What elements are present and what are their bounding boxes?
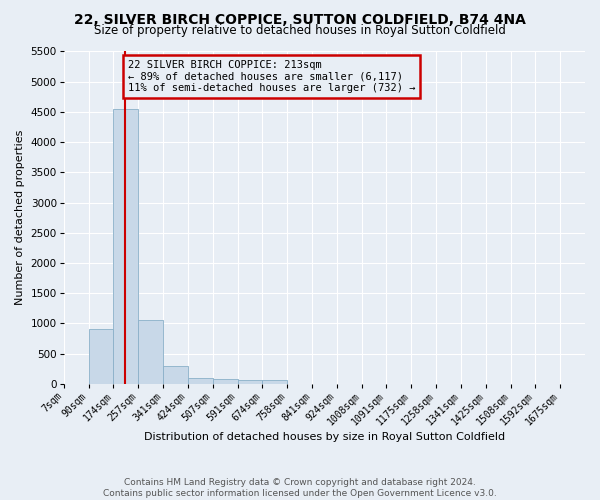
Bar	[138, 320, 163, 384]
Bar	[262, 380, 287, 384]
X-axis label: Distribution of detached houses by size in Royal Sutton Coldfield: Distribution of detached houses by size …	[144, 432, 505, 442]
Text: Size of property relative to detached houses in Royal Sutton Coldfield: Size of property relative to detached ho…	[94, 24, 506, 37]
Bar	[212, 379, 238, 384]
Bar	[89, 330, 113, 384]
Text: 22 SILVER BIRCH COPPICE: 213sqm
← 89% of detached houses are smaller (6,117)
11%: 22 SILVER BIRCH COPPICE: 213sqm ← 89% of…	[128, 60, 415, 93]
Bar	[238, 380, 262, 384]
Text: Contains HM Land Registry data © Crown copyright and database right 2024.
Contai: Contains HM Land Registry data © Crown c…	[103, 478, 497, 498]
Bar	[113, 109, 138, 384]
Bar	[163, 366, 188, 384]
Text: 22, SILVER BIRCH COPPICE, SUTTON COLDFIELD, B74 4NA: 22, SILVER BIRCH COPPICE, SUTTON COLDFIE…	[74, 12, 526, 26]
Y-axis label: Number of detached properties: Number of detached properties	[15, 130, 25, 306]
Bar	[188, 378, 212, 384]
